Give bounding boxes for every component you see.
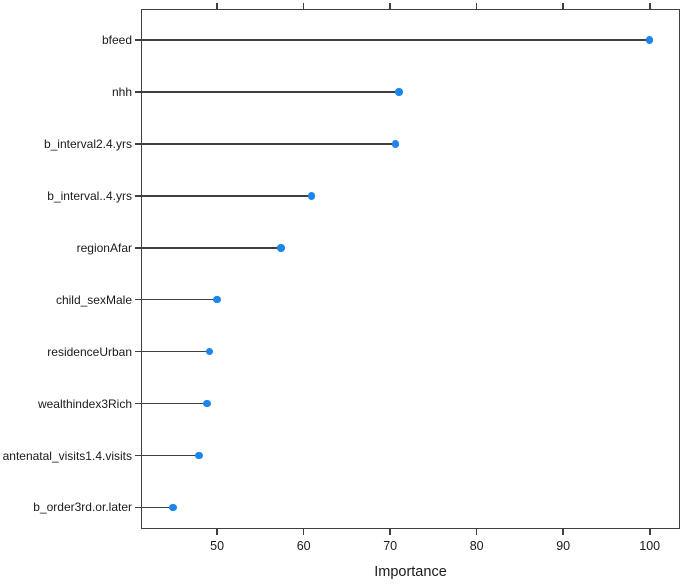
stem-line <box>141 454 199 457</box>
stem-line <box>141 246 282 249</box>
plot-area <box>141 9 680 529</box>
y-axis-tick <box>135 350 141 353</box>
y-axis-label: nhh <box>111 84 132 99</box>
y-axis-label: b_interval2.4.yrs <box>43 136 132 151</box>
y-axis-tick <box>135 506 141 509</box>
y-axis-tick <box>135 39 141 41</box>
x-axis-tick-top <box>562 3 564 9</box>
y-axis-tick <box>135 246 141 249</box>
data-point <box>645 36 654 44</box>
stem-line <box>141 39 650 41</box>
x-axis-tick-label: 90 <box>556 539 571 553</box>
x-axis-tick-top <box>216 3 218 9</box>
stem-line <box>141 298 218 301</box>
data-point <box>195 451 203 460</box>
stem-line <box>141 350 210 353</box>
x-axis-tick-bottom <box>562 529 564 535</box>
data-point <box>205 347 214 356</box>
x-axis-tick-top <box>389 3 391 9</box>
x-axis-tick-top <box>648 3 651 9</box>
stem-line <box>141 195 312 197</box>
data-point <box>391 140 400 148</box>
x-axis-tick-label: 70 <box>383 539 398 553</box>
x-axis-tick-bottom <box>648 529 651 535</box>
y-axis-tick <box>135 402 141 405</box>
data-point <box>203 399 211 408</box>
y-axis-label: child_sexMale <box>55 292 132 307</box>
y-axis-tick <box>135 454 141 457</box>
y-axis-label: regionAfar <box>76 240 132 255</box>
data-point <box>277 244 285 252</box>
y-axis-label: b_interval..4.yrs <box>47 188 132 203</box>
y-axis-tick <box>135 195 141 197</box>
y-axis-label: residenceUrban <box>47 344 132 359</box>
x-axis-tick-bottom <box>389 529 391 535</box>
x-axis-tick-top <box>302 3 305 9</box>
stem-line <box>141 143 396 145</box>
x-axis-tick-bottom <box>302 529 305 535</box>
x-axis-title: Importance <box>374 564 447 580</box>
x-axis-tick-label: 80 <box>469 539 484 553</box>
y-axis-label: bfeed <box>101 33 132 47</box>
x-axis-tick-top <box>475 3 478 9</box>
y-axis-tick <box>135 298 141 301</box>
data-point <box>307 192 316 200</box>
data-point <box>213 295 221 304</box>
y-axis-label: b_order3rd.or.later <box>33 500 132 515</box>
x-axis-tick-label: 100 <box>639 539 661 553</box>
data-point <box>395 88 403 96</box>
stem-line <box>141 506 173 509</box>
data-point <box>169 503 177 512</box>
x-axis-tick-label: 50 <box>210 539 225 553</box>
x-axis-tick-label: 60 <box>296 539 311 553</box>
stem-line <box>141 91 399 93</box>
x-axis-tick-bottom <box>216 529 218 535</box>
y-axis-label: antenatal_visits1.4.visits <box>2 448 132 463</box>
y-axis-tick <box>135 91 141 93</box>
y-axis-label: wealthindex3Rich <box>37 396 132 411</box>
stem-line <box>141 402 207 405</box>
x-axis-tick-bottom <box>475 529 478 535</box>
y-axis-tick <box>135 143 141 145</box>
